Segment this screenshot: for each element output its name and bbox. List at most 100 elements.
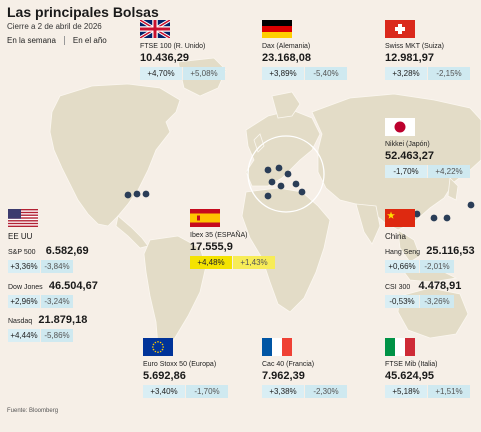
index-value: 25.116,53: [426, 245, 475, 257]
china-market-dot: [443, 214, 451, 222]
year-change: -5,40%: [304, 67, 347, 80]
china-flag: [385, 209, 415, 227]
north-america-landmass: [49, 83, 181, 227]
index-block-dax: Dax (Alemania) 23.168,08 +3,89% -5,40%: [262, 43, 347, 80]
index-name: Swiss MKT (Suiza): [385, 43, 444, 50]
index-value: 5.692,86: [143, 370, 186, 382]
index-value: 23.168,08: [262, 52, 311, 64]
china-market-dot: [430, 214, 438, 222]
index-name: Nasdaq: [8, 318, 33, 325]
week-change: +3,38%: [262, 385, 304, 398]
index-value: 7.962,39: [262, 370, 305, 382]
year-change: -3,26%: [419, 295, 454, 308]
index-name: FTSE Mib (Italia): [385, 361, 438, 368]
year-change: +1,51%: [427, 385, 470, 398]
index-block-cac: Cac 40 (Francia) 7.962,39 +3,38% -2,30%: [262, 361, 347, 398]
europe-market-dot: [284, 170, 292, 178]
legend: En la semana En el año: [7, 36, 107, 45]
week-change: +5,18%: [385, 385, 427, 398]
eu-star: [152, 348, 155, 351]
index-value: 21.879,18: [38, 314, 88, 326]
legend-week: En la semana: [7, 36, 56, 45]
index-block-hangseng: Hang Seng 25.116,53 +0,66% -2,01%: [385, 245, 475, 273]
year-change: +5,08%: [182, 67, 225, 80]
europe-market-dot: [298, 188, 306, 196]
france-flag: [262, 338, 292, 356]
legend-year: En el año: [72, 36, 107, 45]
japan-landmass: [447, 177, 459, 201]
eu-star: [161, 343, 164, 346]
week-change: -1,70%: [385, 165, 427, 178]
week-change: +3,36%: [8, 260, 40, 273]
africa-landmass: [241, 187, 331, 313]
year-change: -2,15%: [427, 67, 470, 80]
index-name: Cac 40 (Francia): [262, 361, 315, 368]
index-value: 17.555,9: [190, 241, 233, 253]
source-note: Fuente: Bloomberg: [7, 408, 59, 414]
index-name: FTSE 100 (R. Unido): [140, 43, 206, 50]
eu-star: [152, 343, 155, 346]
europe-highlight-circle: [247, 135, 325, 213]
week-change: +4,44%: [8, 329, 40, 342]
week-change: +3,28%: [385, 67, 427, 80]
eu-star: [154, 341, 157, 344]
eu-flag: [143, 338, 173, 356]
southeast-asia-landmass: [397, 229, 421, 263]
index-block-csi300: CSI 300 4.478,91 -0,53% -3,26%: [385, 280, 461, 308]
page-title: Las principales Bolsas: [7, 4, 159, 20]
uk-flag: [140, 20, 170, 38]
eu-star: [159, 350, 162, 353]
asia-landmass: [311, 93, 481, 231]
eu-star: [159, 341, 162, 344]
scandinavia-landmass: [271, 91, 301, 119]
index-block-smi: Swiss MKT (Suiza) 12.981,97 +3,28% -2,15%: [385, 43, 470, 80]
week-change: +0,66%: [385, 260, 419, 273]
usa-market-dot: [133, 190, 141, 198]
index-block-eurostoxx: Euro Stoxx 50 (Europa) 5.692,86 +3,40% -1…: [143, 361, 228, 398]
india-landmass: [355, 203, 381, 245]
eu-star: [162, 346, 164, 348]
europe-market-dot: [277, 182, 285, 190]
index-value: 45.624,95: [385, 370, 434, 382]
week-change: +3,40%: [143, 385, 185, 398]
index-block-ftse: FTSE 100 (R. Unido) 10.436,29 +4,70% +5,0…: [140, 43, 225, 80]
year-change: -3,24%: [40, 295, 73, 308]
index-value: 10.436,29: [140, 52, 189, 64]
index-name: Euro Stoxx 50 (Europa): [143, 361, 217, 368]
europe-market-dot: [264, 166, 272, 174]
europe-market-dot: [275, 164, 283, 172]
europe-market-dot: [264, 192, 272, 200]
year-change: -5,86%: [40, 329, 73, 342]
region-label-china: China: [385, 232, 406, 241]
index-block-ftsemib: FTSE Mib (Italia) 45.624,95 +5,18% +1,51%: [385, 361, 470, 398]
eu-star: [152, 346, 154, 348]
spain-flag: [190, 209, 220, 227]
europe-landmass: [245, 109, 321, 187]
index-block-nikkei: Nikkei (Japón) 52.463,27 -1,70% +4,22%: [385, 141, 470, 178]
usa-market-dot: [124, 191, 132, 199]
week-change: +2,96%: [8, 295, 40, 308]
eu-star: [157, 341, 159, 343]
index-value: 4.478,91: [418, 280, 462, 292]
europe-market-dot: [292, 180, 300, 188]
week-change: +4,48%: [190, 256, 232, 269]
eu-star: [154, 350, 157, 353]
index-block-nasdaq: Nasdaq 21.879,18 +4,44% -5,86%: [8, 314, 87, 342]
index-name: Dow Jones: [8, 284, 43, 291]
week-change: -0,53%: [385, 295, 419, 308]
year-change: -3,84%: [40, 260, 73, 273]
japan-market-dot: [467, 201, 475, 209]
index-value: 12.981,97: [385, 52, 434, 64]
year-change: +1,43%: [232, 256, 275, 269]
index-block-ibex: Ibex 35 (ESPAÑA) 17.555,9 +4,48% +1,43%: [190, 232, 275, 269]
index-name: Dax (Alemania): [262, 43, 311, 50]
uk-landmass: [253, 133, 265, 153]
week-change: +3,89%: [262, 67, 304, 80]
index-block-dow: Dow Jones 46.504,67 +2,96% -3,24%: [8, 280, 98, 308]
index-name: Ibex 35 (ESPAÑA): [190, 232, 248, 239]
europe-market-dot: [268, 178, 276, 186]
index-value: 6.582,69: [45, 245, 89, 257]
week-change: +4,70%: [140, 67, 182, 80]
